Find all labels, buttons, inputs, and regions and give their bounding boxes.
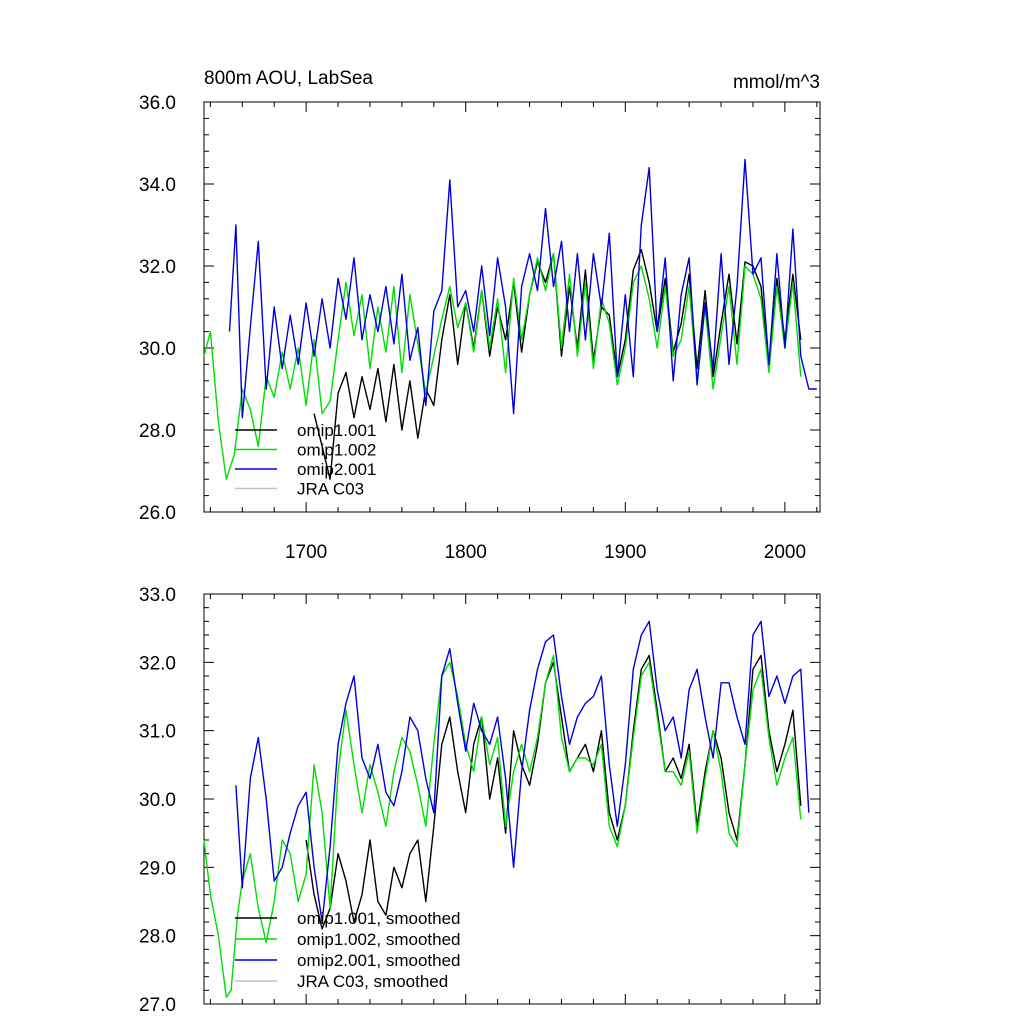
x-tick-label: 1900: [604, 542, 646, 563]
series-line-omip2-001: [228, 158, 817, 419]
legend-label: omip1.001: [297, 421, 376, 440]
units-label: mmol/m^3: [733, 72, 820, 93]
legend-label: omip1.001, smoothed: [297, 909, 461, 928]
y-tick-label: 29.0: [139, 858, 176, 879]
x-tick-label: 1800: [445, 542, 487, 563]
y-tick-label: 34.0: [139, 175, 176, 196]
series-line-omip2-001-smoothed: [235, 620, 810, 923]
x-tick-label: 2000: [764, 542, 806, 563]
bottom-axis-ticks: 27.0 28.0 29.0 30.0 31.0 32.0 33.0: [139, 585, 820, 1016]
y-tick-label: 28.0: [139, 927, 176, 948]
top-series-lines: [203, 158, 817, 480]
legend-label: omip1.002: [297, 441, 376, 460]
y-tick-label: 30.0: [139, 790, 176, 811]
series-line-omip1-002-smoothed: [203, 654, 802, 998]
legend-label: JRA C03, smoothed: [297, 972, 448, 991]
top-panel: 800m AOU, LabSea mmol/m^3 1700 1800 1900 20…: [139, 68, 821, 563]
legend-label: omip2.001: [297, 460, 376, 479]
y-tick-label: 26.0: [139, 503, 176, 524]
series-line-omip1-001-smoothed: [305, 654, 802, 930]
bottom-series-lines: [203, 620, 810, 998]
y-tick-label: 27.0: [139, 995, 176, 1016]
chart-title: 800m AOU, LabSea: [204, 68, 373, 89]
y-tick-label: 32.0: [139, 653, 176, 674]
top-axis-ticks: 1700 1800 1900 2000 26.0 28.0 30.0 32.0 34.0 36.0: [139, 93, 820, 563]
y-tick-label: 30.0: [139, 339, 176, 360]
y-tick-label: 33.0: [139, 585, 176, 606]
y-tick-label: 31.0: [139, 722, 176, 743]
series-line-omip1-001: [313, 248, 802, 480]
x-tick-label: 1700: [285, 542, 327, 563]
legend-label: omip1.002, smoothed: [297, 930, 461, 949]
bottom-panel: 27.0 28.0 29.0 30.0 31.0 32.0 33.0 omip1.001, …: [139, 585, 821, 1016]
y-tick-label: 32.0: [139, 257, 176, 278]
y-tick-label: 28.0: [139, 421, 176, 442]
y-tick-label: 36.0: [139, 93, 176, 114]
legend-label: omip2.001, smoothed: [297, 951, 461, 970]
legend-label: JRA C03: [297, 480, 364, 499]
top-plot-frame: [203, 101, 821, 513]
bottom-legend: omip1.001, smoothed omip1.002, smoothed om…: [235, 909, 461, 991]
